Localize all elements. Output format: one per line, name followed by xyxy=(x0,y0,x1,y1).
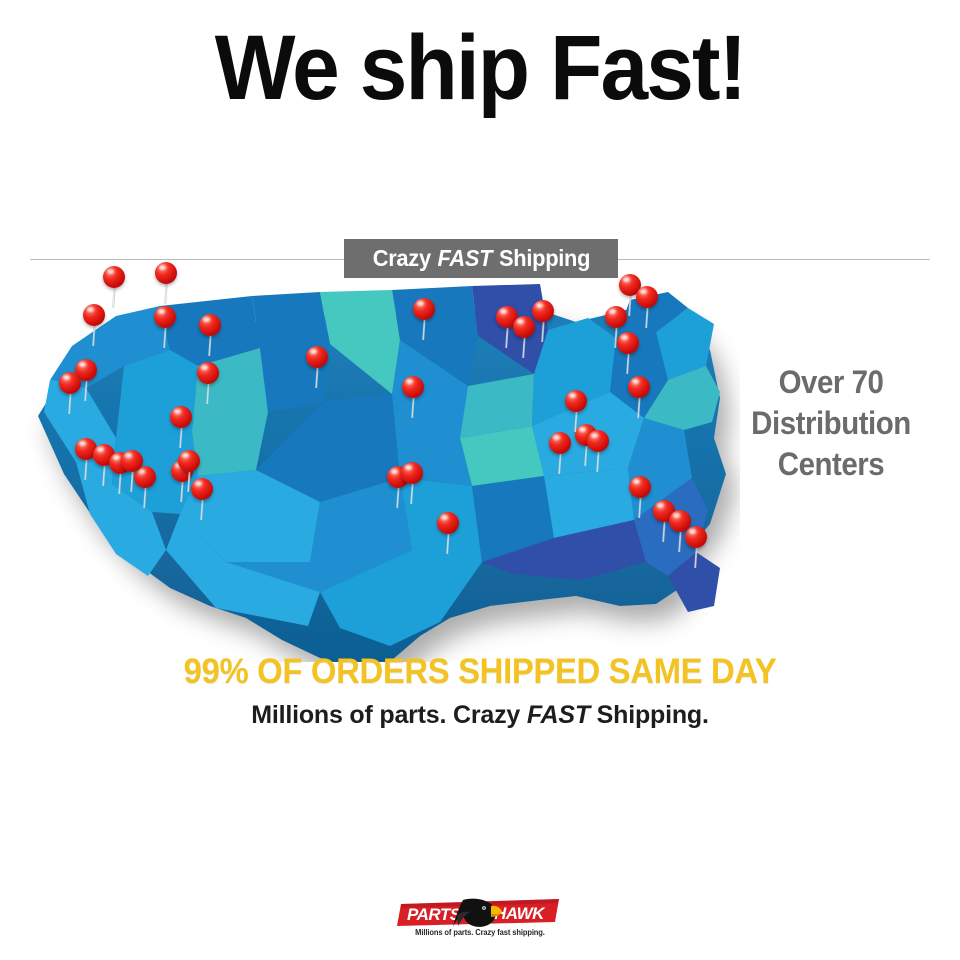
parts-hawk-logo: PARTS HAWK Millions of parts. Crazy fast… xyxy=(395,895,565,947)
map-graphic xyxy=(38,284,726,662)
distribution-centers-callout: Over 70 Distribution Centers xyxy=(729,362,933,485)
banner-prefix: Crazy xyxy=(372,245,437,271)
page-title: We ship Fast! xyxy=(214,17,747,119)
banner-suffix: Shipping xyxy=(492,245,590,271)
callout-line-2: Distribution xyxy=(751,405,911,441)
tagline-prefix: Millions of parts. Crazy xyxy=(251,701,527,729)
banner-emphasis: FAST xyxy=(437,245,492,271)
same-day-shipping-headline: 99% OF ORDERS SHIPPED SAME DAY xyxy=(183,652,777,691)
tagline-emphasis: FAST xyxy=(526,701,590,729)
banner-label: Crazy FAST Shipping xyxy=(372,245,590,272)
us-distribution-map xyxy=(20,262,740,662)
logo-word-parts: PARTS xyxy=(407,905,462,924)
callout-line-3: Centers xyxy=(777,446,885,482)
logo-word-hawk: HAWK xyxy=(494,904,546,923)
tagline-suffix: Shipping. xyxy=(589,701,709,729)
callout-line-1: Over 70 xyxy=(778,364,884,400)
banner-crazy-fast-shipping: Crazy FAST Shipping xyxy=(344,239,618,278)
logo-tagline: Millions of parts. Crazy fast shipping. xyxy=(415,928,545,937)
logo-graphic: PARTS HAWK xyxy=(397,898,559,927)
tagline: Millions of parts. Crazy FAST Shipping. xyxy=(0,700,960,730)
hawk-icon xyxy=(453,898,502,927)
